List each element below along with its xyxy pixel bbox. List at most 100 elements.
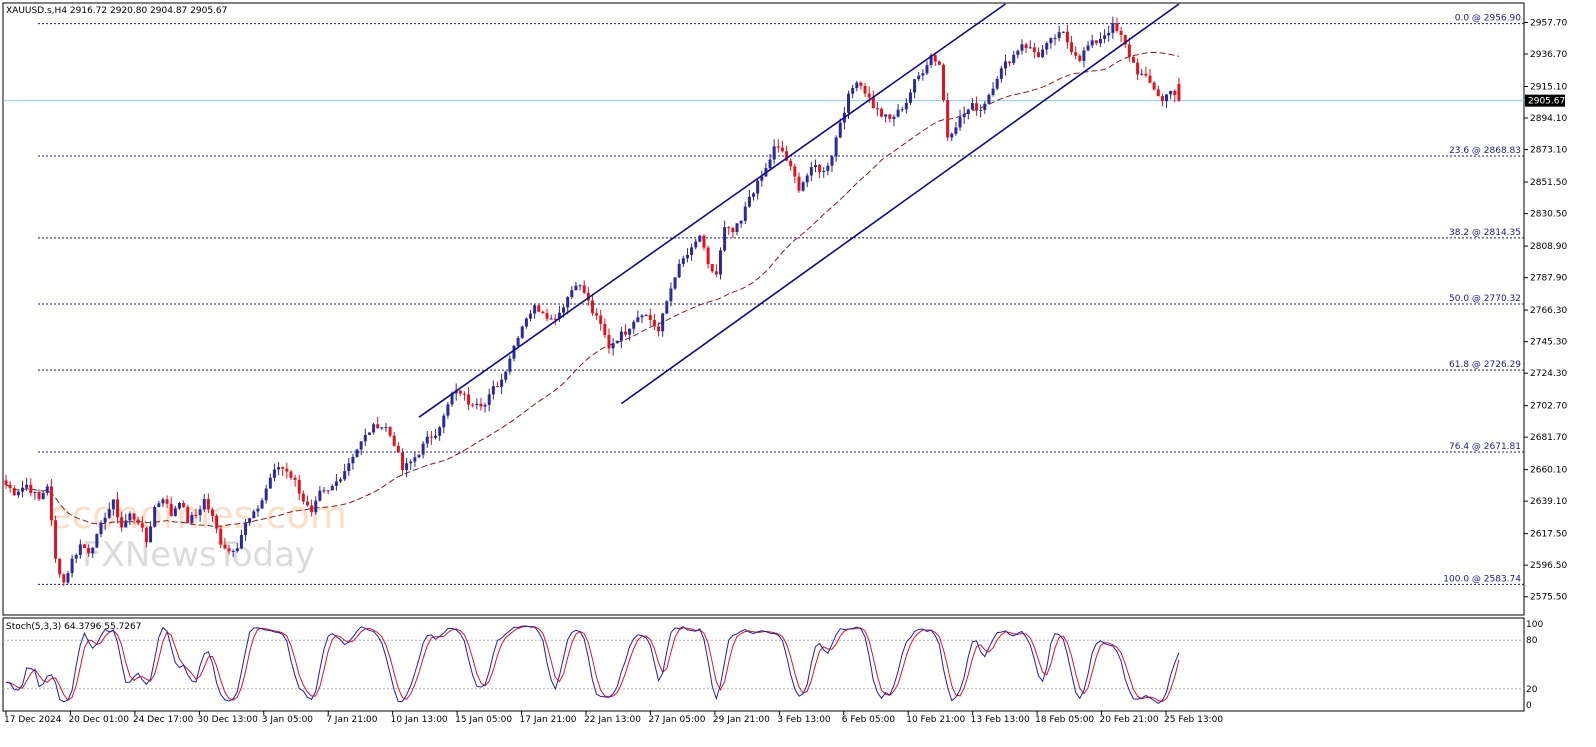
candle-body: [838, 122, 842, 138]
candle-body: [475, 403, 479, 405]
candle-body: [756, 180, 760, 194]
candle-body: [892, 116, 896, 119]
candle-body: [467, 394, 471, 405]
candle-body: [446, 404, 450, 416]
candle-body: [380, 427, 384, 429]
channel-line: [620, 3, 1180, 405]
candle-body: [1119, 30, 1123, 35]
price-tick-label: 2596.50: [1530, 561, 1567, 571]
price-tick-label: 2681.70: [1530, 433, 1567, 443]
candle-body: [87, 547, 91, 554]
candle-body: [1008, 61, 1012, 64]
candle-body: [549, 318, 553, 320]
candle-body: [710, 264, 714, 272]
candle-body: [1140, 73, 1144, 75]
candle-body: [289, 471, 293, 478]
candle-body: [359, 441, 363, 450]
candle-body: [70, 558, 74, 574]
candle-body: [805, 175, 809, 183]
price-tick-label: 2936.70: [1530, 50, 1567, 60]
candle-body: [495, 386, 499, 388]
candle-body: [116, 499, 120, 518]
candle-body: [1012, 54, 1016, 64]
candle-body: [813, 165, 817, 168]
candle-body: [305, 501, 309, 506]
candle-body: [772, 146, 776, 160]
candle-body: [1041, 49, 1045, 58]
candle-body: [301, 493, 305, 502]
candle-body: [198, 509, 202, 516]
candle-body: [33, 491, 37, 493]
candle-body: [520, 326, 524, 338]
candle-body: [425, 436, 429, 444]
candle-body: [780, 147, 784, 152]
price-tick-label: 2851.50: [1530, 178, 1567, 188]
time-tick-label: 29 Jan 21:00: [713, 715, 770, 725]
candle-body: [244, 522, 248, 536]
candle-body: [388, 427, 392, 436]
candle-body: [946, 100, 950, 138]
candle-body: [747, 196, 751, 207]
candle-body: [962, 114, 966, 118]
watermark-line2: FXNewsToday: [82, 535, 315, 575]
candle-body: [29, 484, 33, 493]
candle-body: [1111, 23, 1115, 33]
candle-body: [698, 235, 702, 242]
candle-body: [908, 92, 912, 103]
candle-body: [330, 485, 334, 491]
candle-body: [438, 427, 442, 436]
candle-body: [219, 528, 223, 545]
fib-label: 100.0 @ 2583.74: [1443, 574, 1521, 584]
candle-body: [1152, 82, 1156, 90]
time-tick-label: 20 Dec 01:00: [68, 715, 129, 725]
candle-body: [4, 480, 8, 485]
candle-body: [458, 390, 462, 394]
candle-body: [1144, 73, 1148, 76]
candle-body: [524, 318, 528, 327]
watermark: economies.com FXNewsToday: [48, 493, 347, 575]
candle-body: [1136, 62, 1140, 75]
candle-body: [822, 170, 826, 172]
time-tick-label: 18 Feb 05:00: [1035, 715, 1094, 725]
candle-body: [256, 508, 260, 512]
candle-body: [157, 503, 161, 507]
stoch-main-line: [5, 625, 1180, 705]
candle-body: [136, 519, 140, 524]
time-tick-label: 13 Feb 13:00: [971, 715, 1030, 725]
candle-body: [673, 277, 677, 289]
candle-body: [859, 82, 863, 86]
candle-body: [1148, 75, 1152, 83]
candle-body: [1131, 56, 1135, 63]
candle-body: [392, 435, 396, 446]
channel-line: [418, 3, 1006, 418]
candle-body: [999, 68, 1003, 79]
candle-body: [1115, 23, 1119, 31]
candle-body: [206, 499, 210, 510]
candle-body: [95, 534, 99, 548]
candle-body: [322, 490, 326, 492]
candle-body: [958, 117, 962, 128]
candle-body: [49, 486, 53, 521]
candle-body: [363, 434, 367, 442]
time-tick-label: 27 Jan 05:00: [648, 715, 705, 725]
candle-body: [818, 165, 822, 172]
candle-body: [582, 285, 586, 293]
candle-body: [351, 456, 355, 464]
fib-label: 76.4 @ 2671.81: [1449, 442, 1521, 452]
candle-body: [785, 151, 789, 161]
time-tick-label: 3 Feb 13:00: [777, 715, 831, 725]
candle-body: [491, 386, 495, 395]
candle-body: [111, 499, 115, 510]
candle-body: [768, 159, 772, 169]
time-tick-label: 10 Feb 21:00: [906, 715, 965, 725]
candle-body: [103, 517, 107, 523]
candle-body: [239, 535, 243, 549]
candle-body: [979, 109, 983, 111]
candle-body: [913, 79, 917, 93]
candle-body: [314, 500, 318, 513]
candle-body: [975, 103, 979, 111]
candle-body: [442, 415, 446, 428]
candle-body: [471, 404, 475, 406]
candle-body: [570, 290, 574, 298]
candle-body: [644, 315, 648, 317]
